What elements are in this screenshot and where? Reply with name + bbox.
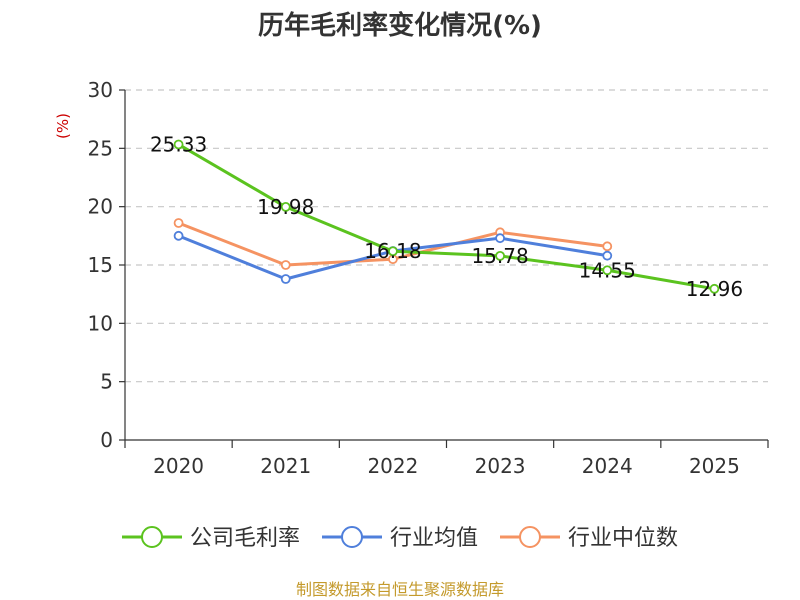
data-point (602, 265, 613, 276)
x-tick-label: 2022 (367, 454, 418, 478)
data-point (709, 283, 720, 294)
grid-lines (125, 89, 768, 383)
y-axis-label: (%) (54, 113, 72, 139)
y-tick-label: 0 (100, 428, 113, 452)
series-line (177, 142, 716, 291)
legend-item[interactable]: 行业均值 (322, 526, 478, 551)
data-label: 14.55 (579, 258, 636, 282)
legend-label: 行业均值 (390, 526, 478, 551)
data-label: 19.98 (257, 195, 314, 219)
data-point (173, 218, 184, 228)
legend-item[interactable]: 行业中位数 (500, 526, 678, 551)
x-tick-label: 2023 (475, 454, 526, 478)
x-tick-label: 2025 (689, 454, 740, 478)
y-tick-label: 10 (88, 311, 113, 335)
data-point (173, 139, 184, 150)
data-label: 15.78 (471, 244, 528, 268)
x-tick-label: 2020 (153, 454, 204, 478)
data-point (173, 230, 184, 241)
data-point (280, 260, 291, 270)
data-label: 25.33 (150, 132, 207, 156)
y-tick-label: 20 (88, 195, 113, 219)
data-point (602, 241, 613, 252)
y-tick-label: 25 (88, 136, 113, 160)
legend-label: 公司毛利率 (190, 526, 300, 551)
data-label: 16.18 (364, 239, 421, 263)
data-point (495, 233, 505, 244)
data-labels: 25.33 19.98 16.18 15.78 14.55 12.96 (150, 132, 743, 300)
legend-marker (519, 526, 541, 548)
source-note: 制图数据来自恒生聚源数据库 (296, 580, 504, 599)
legend-marker (141, 526, 163, 548)
legend-label: 行业中位数 (568, 526, 678, 551)
data-point (602, 250, 613, 261)
x-tick-label: 2021 (260, 454, 311, 478)
legend-item[interactable]: 公司毛利率 (122, 526, 300, 551)
x-tick-label: 2024 (582, 454, 633, 478)
data-point (495, 250, 505, 261)
series-lines (173, 139, 720, 294)
y-tick-label: 5 (100, 370, 113, 394)
data-point (388, 246, 398, 257)
data-point (280, 274, 291, 284)
chart-title: 历年毛利率变化情况(%) (258, 10, 542, 41)
data-point (280, 201, 291, 212)
legend-marker (341, 526, 363, 548)
legend: 公司毛利率 行业均值 行业中位数 (122, 526, 678, 551)
y-tick-label: 30 (88, 78, 113, 102)
y-tick-label: 15 (88, 253, 113, 277)
data-label: 12.96 (686, 277, 743, 301)
